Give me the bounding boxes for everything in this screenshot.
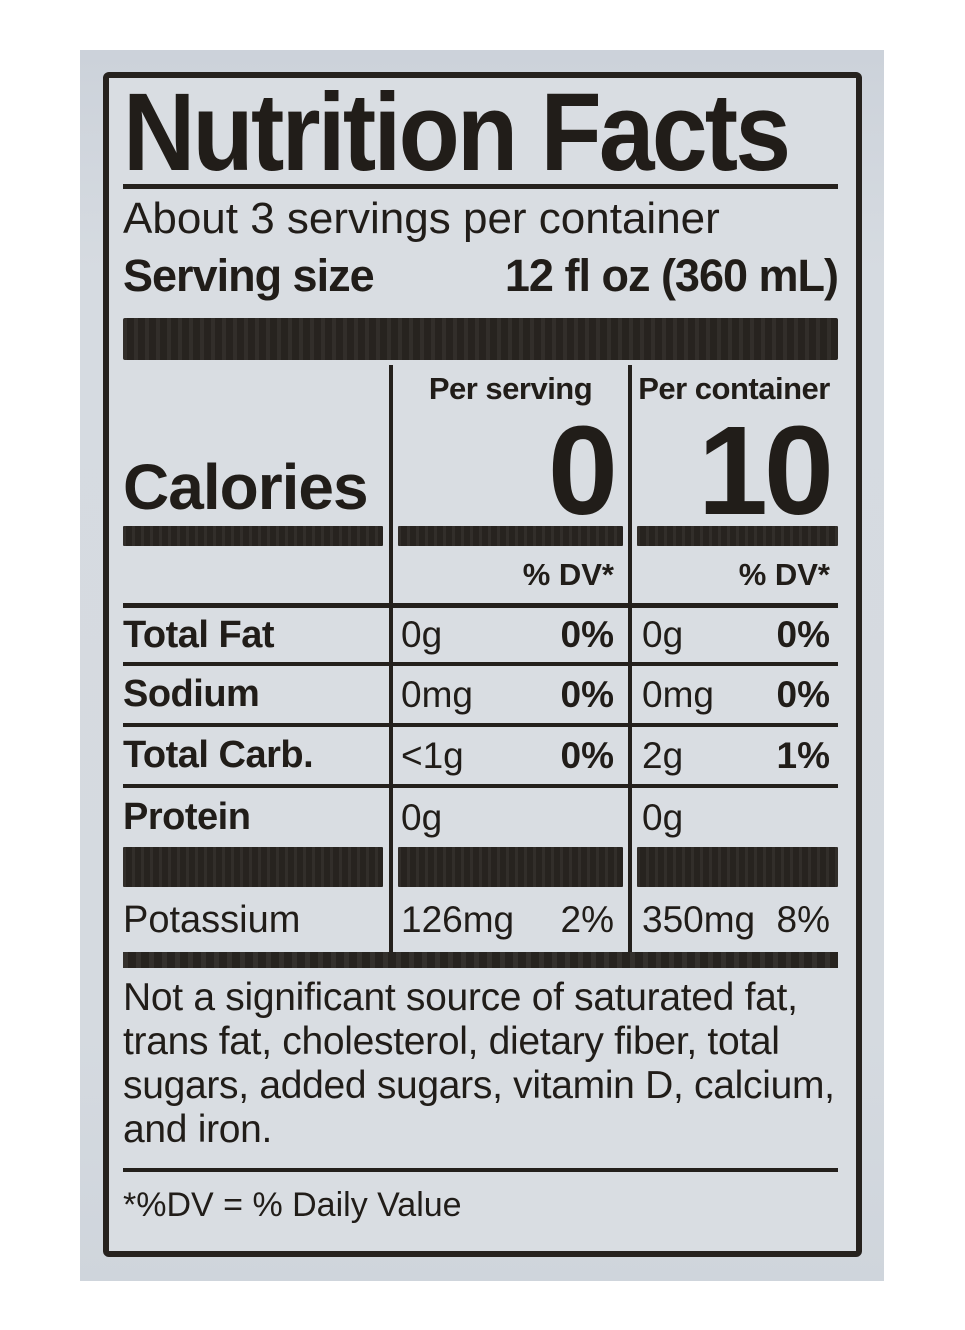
column-header-row: Per serving Per container (123, 365, 838, 410)
serving-dv: 2% (560, 899, 614, 940)
column-divider (389, 365, 393, 952)
serving-dv: 0% (560, 734, 614, 776)
section-rule-bar (398, 847, 623, 887)
potassium-divider-row (123, 847, 838, 888)
nutrient-row: Sodium 0mg 0% 0mg 0% (123, 662, 838, 723)
container-dv: 1% (776, 734, 830, 776)
column-divider (628, 365, 632, 952)
nutrition-table: Per serving Per container Calories 0 10 (123, 365, 838, 952)
container-amount: 0g (642, 796, 684, 838)
dv-header-per-container: % DV* (738, 557, 830, 592)
serving-amount: <1g (401, 734, 464, 776)
servings-per-container: About 3 servings per container (123, 194, 720, 243)
calories-underline-row (123, 525, 838, 547)
nutrient-row: Protein 0g 0g (123, 784, 838, 847)
spacer-cell (123, 547, 391, 603)
serving-amount: 0g (401, 796, 443, 838)
nutrient-name: Sodium (123, 662, 391, 723)
nutrient-row: Total Carb. <1g 0% 2g 1% (123, 723, 838, 784)
dv-definition: *%DV = % Daily Value (123, 1186, 462, 1224)
potassium-row: Potassium 126mg 2% 350mg 8% (123, 888, 838, 952)
container-amount: 0mg (642, 673, 714, 715)
nutrient-name: Total Fat (123, 603, 391, 662)
section-divider-bar (123, 318, 838, 360)
serving-amount: 126mg (401, 899, 515, 940)
serving-amount: 0g (401, 614, 443, 655)
per-serving-header: Per serving (428, 371, 593, 406)
container-amount: 350mg (642, 899, 756, 940)
calories-row: Calories 0 10 (123, 399, 838, 541)
serving-size-row: Serving size 12 fl oz (360 mL) (123, 250, 839, 302)
container-amount: 0g (642, 614, 684, 655)
container-dv: 0% (776, 614, 830, 655)
footer-rule (123, 1168, 838, 1172)
container-amount: 2g (642, 734, 684, 776)
serving-size-value: 12 fl oz (360 mL) (504, 250, 839, 301)
calories-rule-bar (123, 526, 383, 546)
title-rule (123, 184, 838, 189)
serving-amount: 0mg (401, 673, 473, 715)
nutrient-name: Potassium (123, 898, 301, 941)
container-dv: 8% (776, 899, 830, 940)
nutrition-facts-title: Nutrition Facts (123, 71, 791, 194)
serving-dv: 0% (560, 614, 614, 655)
dv-header-row: % DV* % DV* (123, 547, 838, 603)
section-rule-bar (637, 847, 838, 887)
calories-rule-bar (637, 526, 838, 546)
calories-per-serving-value: 0 (547, 399, 618, 541)
nutrient-name: Protein (123, 784, 391, 847)
nutrition-facts-panel: Nutrition Facts About 3 servings per con… (103, 72, 862, 1257)
section-rule-bar (123, 847, 383, 887)
section-divider-bar (123, 952, 838, 968)
nutrient-row: Total Fat 0g 0% 0g 0% (123, 603, 838, 662)
dv-header-per-serving: % DV* (522, 557, 614, 592)
calories-per-container-value: 10 (697, 399, 834, 541)
serving-dv: 0% (560, 673, 614, 715)
label-photo: Nutrition Facts About 3 servings per con… (80, 50, 884, 1281)
nutrient-name: Total Carb. (123, 723, 391, 784)
spacer-cell (123, 365, 391, 410)
not-significant-source-note: Not a significant source of saturated fa… (123, 976, 835, 1152)
calories-rule-bar (398, 526, 623, 546)
per-container-header: Per container (638, 371, 830, 406)
container-dv: 0% (776, 673, 830, 715)
serving-size-label: Serving size (123, 250, 375, 301)
calories-label: Calories (123, 451, 369, 523)
